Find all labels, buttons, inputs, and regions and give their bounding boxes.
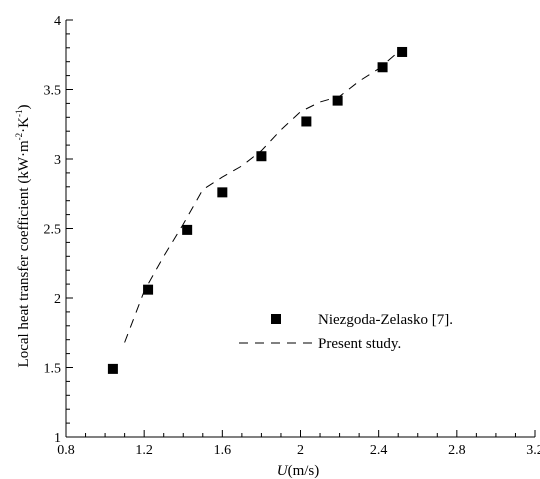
y-tick-label: 2.5 <box>44 223 62 238</box>
y-axis-title: Local heat transfer coefficient (kW·m-2·… <box>14 105 32 368</box>
x-tick-label: 1.6 <box>214 443 232 458</box>
x-tick-label: 0.8 <box>57 443 75 458</box>
y-axis-title-end: ) <box>16 105 32 110</box>
x-axis-variable: U <box>277 463 289 479</box>
x-axis-title: U(m/s) <box>277 463 320 479</box>
series-present-study <box>124 51 399 343</box>
y-tick-label: 2 <box>54 292 61 307</box>
data-point-marker <box>377 62 388 73</box>
y-axis-title-exp2: -1 <box>14 110 24 118</box>
x-axis-unit: (m/s) <box>288 463 320 479</box>
x-tick-label: 2 <box>297 443 304 458</box>
data-point-marker <box>182 224 193 235</box>
data-point-marker <box>256 151 267 162</box>
y-tick-label: 4 <box>54 14 61 29</box>
y-tick-label: 1 <box>54 431 61 446</box>
data-point-marker <box>332 95 343 106</box>
axes: 0.8 1.2 1.6 2 2.4 2.8 3.2 1 1.5 2 2.5 3 3.5 4 <box>44 14 540 458</box>
legend-label-niezgoda: Niezgoda-Zelasko [7]. <box>318 312 453 328</box>
y-axis-title-mid: ·K <box>16 117 32 133</box>
y-axis-title-main: Local heat transfer coefficient (kW·m <box>16 140 32 367</box>
x-tick-label: 3.2 <box>526 443 540 458</box>
x-tick-label: 1.2 <box>135 443 153 458</box>
present-study-line <box>124 51 399 343</box>
y-tick-label: 3.5 <box>44 84 62 99</box>
series-niezgoda-zelasko <box>107 46 408 374</box>
legend: Niezgoda-Zelasko [7]. Present study. <box>239 312 453 352</box>
data-point-marker <box>217 187 228 198</box>
data-point-marker <box>143 284 154 295</box>
y-tick-label: 1.5 <box>44 362 62 377</box>
data-point-marker <box>301 116 312 127</box>
x-tick-label: 2.8 <box>448 443 466 458</box>
x-tick-label: 2.4 <box>370 443 388 458</box>
data-point-marker <box>397 46 408 57</box>
y-axis-title-exp1: -2 <box>14 133 24 141</box>
data-point-marker <box>107 363 118 374</box>
legend-marker-square <box>271 314 281 324</box>
y-tick-label: 3 <box>54 153 61 168</box>
legend-label-present-study: Present study. <box>318 336 401 352</box>
